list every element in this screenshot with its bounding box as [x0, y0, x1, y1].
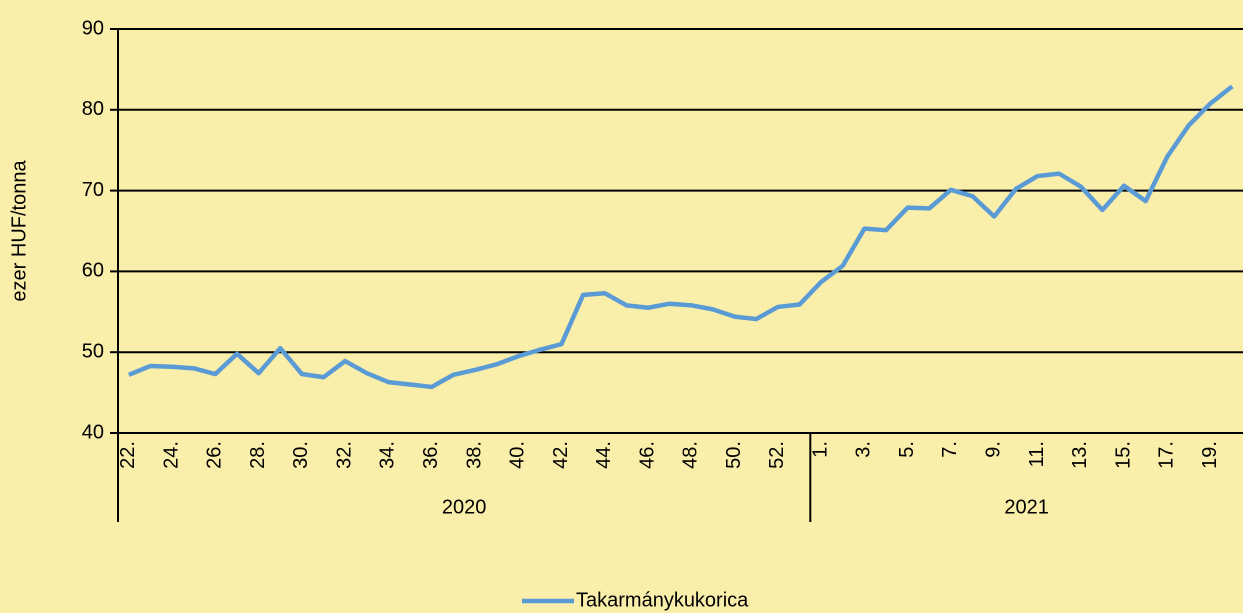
x-tick-label: 9. — [982, 441, 1004, 458]
group-label: 2021 — [1004, 496, 1049, 518]
x-tick-label: 26. — [204, 441, 226, 469]
x-tick-label: 19. — [1199, 441, 1221, 469]
y-tick-label: 80 — [82, 98, 104, 120]
data-line — [127, 84, 1234, 390]
x-tick-label: 30. — [290, 441, 312, 469]
x-tick-label: 32. — [333, 441, 355, 469]
y-axis-label: ezer HUF/tonna — [8, 160, 30, 302]
x-tick-label: 5. — [896, 441, 918, 458]
x-tick-label: 48. — [680, 441, 702, 469]
x-tick-label: 24. — [160, 441, 182, 469]
x-tick-label: 22. — [117, 441, 139, 469]
x-tick-label: 46. — [636, 441, 658, 469]
group-label: 2020 — [442, 496, 487, 518]
x-tick-label: 1. — [809, 441, 831, 458]
x-tick-label: 28. — [247, 441, 269, 469]
legend-label: Takarmánykukorica — [576, 589, 749, 611]
x-tick-label: 38. — [463, 441, 485, 469]
x-tick-label: 11. — [1026, 441, 1048, 467]
x-tick-label: 17. — [1156, 441, 1178, 469]
x-tick-label: 40. — [507, 441, 529, 469]
y-tick-label: 60 — [82, 260, 104, 282]
x-tick-label: 52. — [766, 441, 788, 469]
x-tick-label: 13. — [1069, 441, 1091, 469]
x-tick-label: 50. — [723, 441, 745, 469]
y-tick-label: 70 — [82, 179, 104, 201]
y-tick-label: 90 — [82, 17, 104, 39]
x-tick-label: 36. — [420, 441, 442, 469]
y-tick-label: 50 — [82, 340, 104, 362]
x-tick-label: 7. — [939, 441, 961, 458]
x-tick-label: 44. — [593, 441, 615, 469]
x-tick-label: 3. — [853, 441, 875, 458]
y-tick-label: 40 — [82, 421, 104, 443]
x-tick-label: 42. — [550, 441, 572, 469]
x-tick-label: 34. — [377, 441, 399, 469]
x-tick-label: 15. — [1112, 441, 1134, 469]
